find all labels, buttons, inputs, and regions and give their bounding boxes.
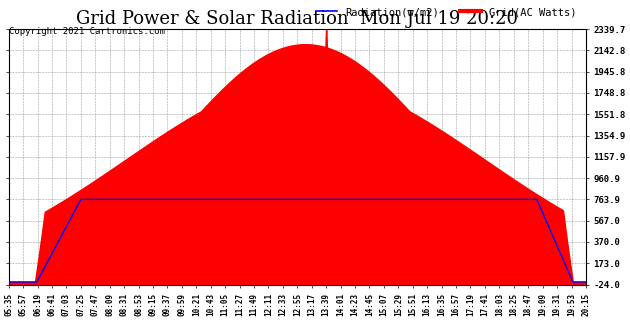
Text: Copyright 2021 Cartronics.com: Copyright 2021 Cartronics.com (9, 27, 165, 36)
Legend: Radiation(w/m2), Grid(AC Watts): Radiation(w/m2), Grid(AC Watts) (312, 3, 581, 21)
Title: Grid Power & Solar Radiation  Mon Jul 19 20:20: Grid Power & Solar Radiation Mon Jul 19 … (76, 10, 518, 28)
